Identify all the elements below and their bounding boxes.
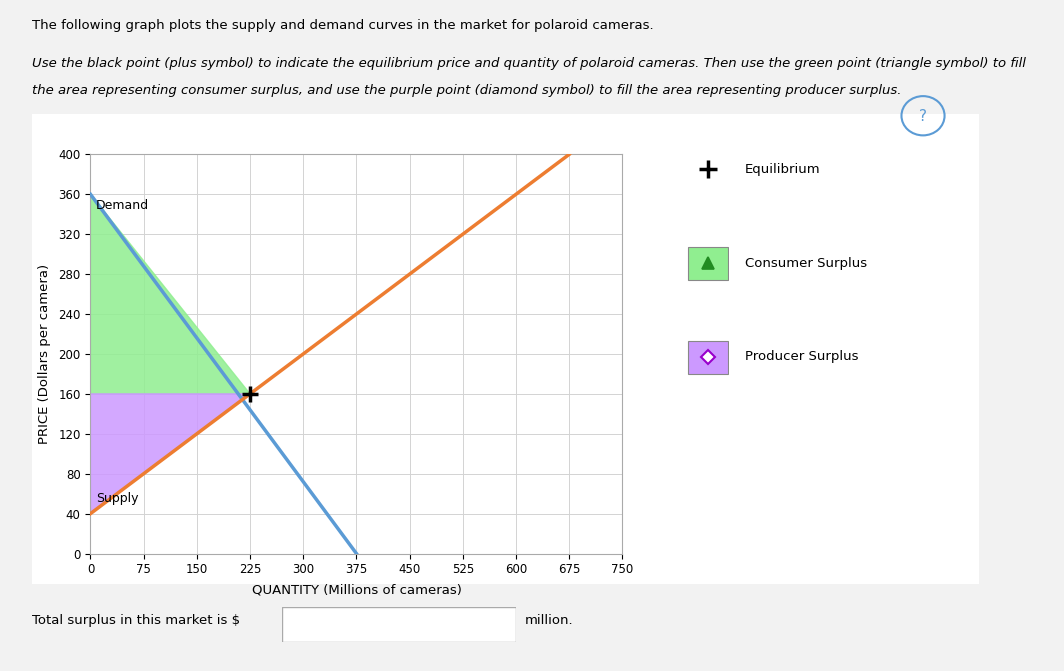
Text: Supply: Supply [96,492,138,505]
Y-axis label: PRICE (Dollars per camera): PRICE (Dollars per camera) [38,264,51,444]
Text: million.: million. [525,614,573,627]
Text: the area representing consumer surplus, and use the purple point (diamond symbol: the area representing consumer surplus, … [32,84,901,97]
Text: The following graph plots the supply and demand curves in the market for polaroi: The following graph plots the supply and… [32,19,653,32]
FancyBboxPatch shape [22,109,988,588]
Polygon shape [90,394,250,514]
Text: Consumer Surplus: Consumer Surplus [745,256,867,270]
Text: Producer Surplus: Producer Surplus [745,350,859,364]
Text: Use the black point (plus symbol) to indicate the equilibrium price and quantity: Use the black point (plus symbol) to ind… [32,57,1026,70]
Text: Equilibrium: Equilibrium [745,162,820,176]
Polygon shape [90,195,250,394]
Text: ?: ? [919,109,927,124]
FancyBboxPatch shape [687,247,728,280]
X-axis label: QUANTITY (Millions of cameras): QUANTITY (Millions of cameras) [251,583,462,597]
Text: Demand: Demand [96,199,149,212]
Text: Total surplus in this market is $: Total surplus in this market is $ [32,614,240,627]
FancyBboxPatch shape [687,341,728,374]
FancyBboxPatch shape [282,607,516,642]
